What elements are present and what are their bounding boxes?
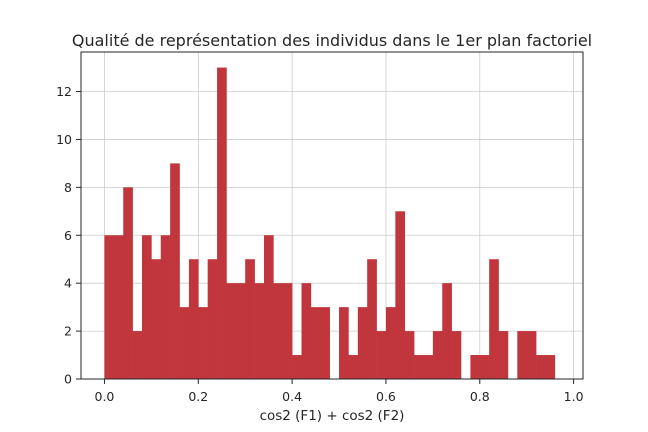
y-tick-label-3: 6 bbox=[64, 228, 72, 243]
histogram-bar-8 bbox=[179, 307, 190, 379]
x-tick-label-3: 0.6 bbox=[376, 389, 396, 404]
x-tick-label-5: 1.0 bbox=[564, 389, 584, 404]
x-tick-label-1: 0.2 bbox=[188, 389, 208, 404]
histogram-bar-35 bbox=[432, 331, 443, 379]
y-tick-label-4: 8 bbox=[64, 180, 72, 195]
histogram-bar-26 bbox=[348, 355, 359, 379]
histogram-bar-0 bbox=[104, 235, 115, 379]
histogram-bar-14 bbox=[235, 283, 246, 379]
histogram-bar-12 bbox=[217, 67, 227, 380]
histogram-bar-47 bbox=[545, 355, 556, 379]
histogram-bar-3 bbox=[132, 331, 143, 379]
y-tick-label-5: 10 bbox=[56, 132, 72, 147]
histogram-bar-17 bbox=[263, 235, 274, 379]
histogram-bars bbox=[104, 67, 556, 380]
histogram-bar-16 bbox=[254, 283, 265, 379]
histogram-bar-13 bbox=[226, 283, 237, 379]
plot-frame bbox=[80, 51, 584, 380]
histogram-bar-39 bbox=[470, 355, 481, 379]
histogram-bar-18 bbox=[273, 283, 284, 379]
histogram-bar-34 bbox=[423, 355, 434, 379]
histogram-bar-41 bbox=[489, 259, 499, 379]
histogram-bar-46 bbox=[536, 355, 546, 379]
histogram-bar-20 bbox=[292, 355, 302, 379]
histogram-bar-11 bbox=[207, 259, 218, 379]
histogram-bar-32 bbox=[404, 331, 415, 379]
histogram-bar-25 bbox=[339, 307, 349, 379]
y-tick-label-1: 2 bbox=[64, 324, 72, 339]
histogram-bar-45 bbox=[526, 331, 537, 379]
histogram-bar-44 bbox=[517, 331, 528, 379]
y-tick-label-2: 4 bbox=[64, 276, 72, 291]
chart-title: Qualité de représentation des individus … bbox=[72, 31, 592, 50]
y-tick-label-0: 0 bbox=[64, 372, 72, 387]
histogram-bar-31 bbox=[395, 211, 406, 379]
histogram-bar-28 bbox=[367, 259, 377, 379]
histogram-bar-19 bbox=[282, 283, 293, 379]
histogram-bar-33 bbox=[414, 355, 424, 379]
histogram-bar-2 bbox=[123, 187, 133, 379]
histogram-bar-27 bbox=[357, 307, 368, 379]
histogram-bar-36 bbox=[442, 283, 452, 379]
y-tick-label-6: 12 bbox=[56, 84, 72, 99]
x-tick-label-0: 0.0 bbox=[95, 389, 115, 404]
histogram-bar-4 bbox=[141, 235, 152, 379]
histogram-bar-29 bbox=[376, 331, 387, 379]
histogram-bar-37 bbox=[451, 331, 462, 379]
histogram-bar-22 bbox=[310, 307, 321, 379]
histogram-bar-21 bbox=[301, 283, 312, 379]
axis-ticks: 0.0 0.2 0.4 0.6 0.8 1.0 0 2 4 6 8 10 12 bbox=[56, 84, 584, 404]
histogram-bar-15 bbox=[245, 259, 255, 379]
histogram-bar-7 bbox=[170, 163, 180, 379]
histogram-bar-6 bbox=[160, 235, 171, 379]
x-tick-label-4: 0.8 bbox=[470, 389, 490, 404]
histogram-bar-30 bbox=[385, 307, 396, 379]
histogram-bar-5 bbox=[151, 259, 162, 379]
x-axis-label: cos2 (F1) + cos2 (F2) bbox=[260, 408, 405, 424]
histogram-bar-1 bbox=[113, 235, 124, 379]
histogram-bar-42 bbox=[498, 331, 509, 379]
histogram-bar-23 bbox=[320, 307, 330, 379]
x-tick-label-2: 0.4 bbox=[282, 389, 302, 404]
grid-lines bbox=[81, 52, 583, 380]
histogram-bar-10 bbox=[198, 307, 208, 379]
histogram-bar-40 bbox=[479, 355, 490, 379]
histogram-bar-9 bbox=[188, 259, 199, 379]
